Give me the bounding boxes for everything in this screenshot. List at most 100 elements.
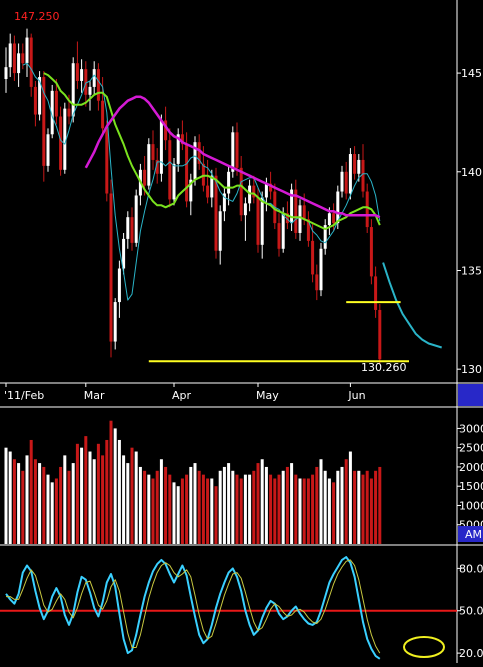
candle-body	[189, 179, 193, 202]
volume-bar	[206, 478, 210, 544]
candle-body	[38, 77, 42, 115]
candle-body	[336, 191, 340, 224]
volume-bar	[38, 463, 42, 544]
candle-body	[214, 175, 218, 251]
volume-bar	[101, 455, 105, 544]
candle-body	[50, 90, 54, 135]
volume-bar	[109, 420, 113, 544]
volume-y-tick-label: 1000	[459, 499, 483, 512]
volume-bar	[105, 439, 109, 544]
volume-y-tick-label: 1500	[459, 480, 483, 493]
volume-bar	[59, 466, 63, 544]
candle-body	[172, 163, 176, 200]
candle-body	[96, 69, 100, 101]
volume-bar	[290, 463, 294, 544]
volume-bar	[378, 466, 382, 544]
candle-body	[357, 159, 361, 174]
candle-body	[75, 63, 79, 81]
volume-bar	[33, 459, 37, 544]
candle-body	[327, 213, 331, 226]
candle-body	[294, 189, 298, 233]
volume-bar	[319, 459, 323, 544]
volume-bar	[323, 470, 327, 544]
oscillator-fast-line	[5, 556, 381, 660]
candle-body	[147, 144, 151, 186]
candle-body	[59, 116, 63, 170]
volume-bar	[294, 474, 298, 544]
candle-body	[222, 193, 226, 212]
volume-bar	[285, 466, 289, 544]
volume-bar	[210, 478, 214, 544]
volume-bar	[344, 459, 348, 544]
volume-bar	[214, 486, 218, 544]
volume-bar	[134, 451, 138, 544]
candle-body	[315, 274, 319, 291]
low-price-label: 130.260	[361, 361, 407, 374]
price-y-tick-label: 130.	[461, 363, 483, 376]
volume-bar	[252, 470, 256, 544]
volume-bar	[168, 474, 172, 544]
candle-body	[218, 211, 222, 251]
candle-body	[298, 205, 302, 233]
candle-body	[235, 132, 239, 168]
candle-body	[231, 132, 235, 172]
candle-body	[348, 154, 352, 194]
candle-body	[311, 240, 315, 275]
volume-bar	[361, 474, 365, 544]
candle-body	[323, 225, 327, 249]
candle-body	[277, 223, 281, 249]
volume-bar	[50, 482, 54, 544]
volume-bar	[25, 455, 29, 544]
volume-bar	[84, 436, 88, 544]
volume-bar	[340, 466, 344, 544]
volume-bars-group	[4, 420, 382, 544]
date-tick-label: Apr	[172, 389, 192, 402]
volume-bar	[180, 478, 184, 544]
volume-bar	[357, 470, 361, 544]
candle-body	[332, 213, 336, 224]
volume-bar	[218, 470, 222, 544]
volume-bar	[185, 474, 189, 544]
oscillator-slow-line	[6, 559, 381, 654]
candle-body	[151, 144, 155, 160]
candle-body	[17, 53, 21, 74]
volume-bar	[193, 463, 197, 544]
candle-body	[302, 205, 306, 220]
volume-bar	[29, 439, 33, 544]
candle-body	[369, 227, 373, 277]
volume-bar	[201, 474, 205, 544]
candle-body	[67, 108, 71, 117]
volume-bar	[17, 463, 21, 544]
candle-body	[164, 120, 168, 141]
candle-body	[306, 219, 310, 241]
candle-body	[197, 142, 201, 164]
price-y-tick-label: 135.	[461, 264, 483, 277]
volume-bar	[75, 443, 79, 544]
volume-y-tick-label: 3000	[459, 422, 483, 435]
volume-bar	[197, 470, 201, 544]
volume-bar	[298, 478, 302, 544]
volume-bar	[172, 482, 176, 544]
volume-bar	[92, 459, 96, 544]
candle-body	[143, 169, 147, 186]
volume-bar	[46, 474, 50, 544]
date-corner-panel	[458, 384, 483, 406]
oscillator-y-tick-label: 80.0	[459, 562, 483, 575]
candle-body	[340, 171, 344, 192]
am-badge-label: AM	[465, 528, 482, 541]
candle-body	[206, 185, 210, 198]
volume-bar	[315, 466, 319, 544]
candle-body	[210, 175, 214, 198]
candle-body	[239, 167, 243, 216]
candle-body	[269, 183, 273, 192]
volume-bar	[4, 447, 8, 544]
volume-bar	[227, 463, 231, 544]
volume-bar	[189, 466, 193, 544]
volume-bar	[143, 470, 147, 544]
candle-body	[260, 197, 264, 245]
candle-body	[252, 185, 256, 198]
candle-body	[8, 43, 12, 68]
candle-body	[33, 86, 37, 115]
